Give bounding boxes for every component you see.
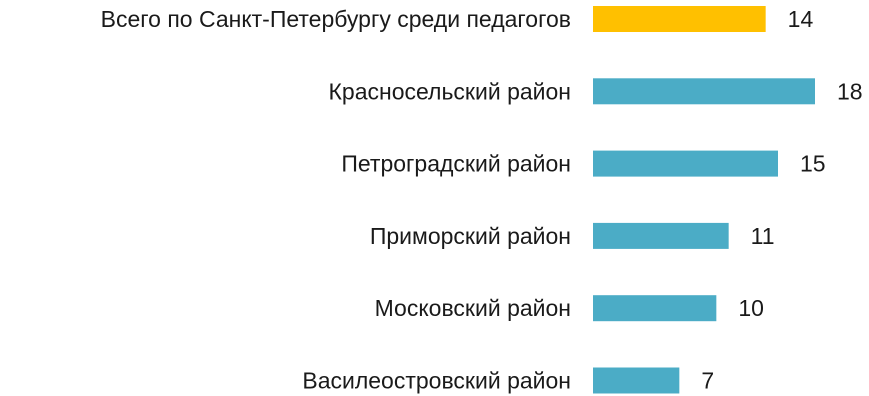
value-label: 15 bbox=[800, 151, 826, 177]
value-labels: 14 18 15 11 10 7 bbox=[701, 6, 862, 394]
value-label: 18 bbox=[837, 78, 863, 104]
bar bbox=[593, 367, 680, 394]
category-label: Московский район bbox=[375, 295, 571, 321]
bar bbox=[593, 295, 717, 322]
category-label: Красносельский район bbox=[329, 78, 571, 104]
category-labels: Всего по Санкт-Петербургу среди педагого… bbox=[101, 6, 571, 394]
bars bbox=[593, 6, 815, 394]
value-label: 11 bbox=[751, 223, 775, 249]
value-label: 7 bbox=[701, 368, 714, 394]
value-label: 14 bbox=[788, 6, 814, 32]
category-label: Василеостровский район bbox=[302, 368, 571, 394]
bar bbox=[593, 150, 778, 177]
bar bbox=[593, 6, 766, 32]
category-label: Петроградский район bbox=[341, 151, 571, 177]
bar bbox=[593, 78, 815, 105]
category-label: Всего по Санкт-Петербургу среди педагого… bbox=[101, 6, 571, 32]
value-label: 10 bbox=[738, 295, 764, 321]
bar bbox=[593, 222, 729, 249]
category-label: Приморский район bbox=[370, 223, 571, 249]
